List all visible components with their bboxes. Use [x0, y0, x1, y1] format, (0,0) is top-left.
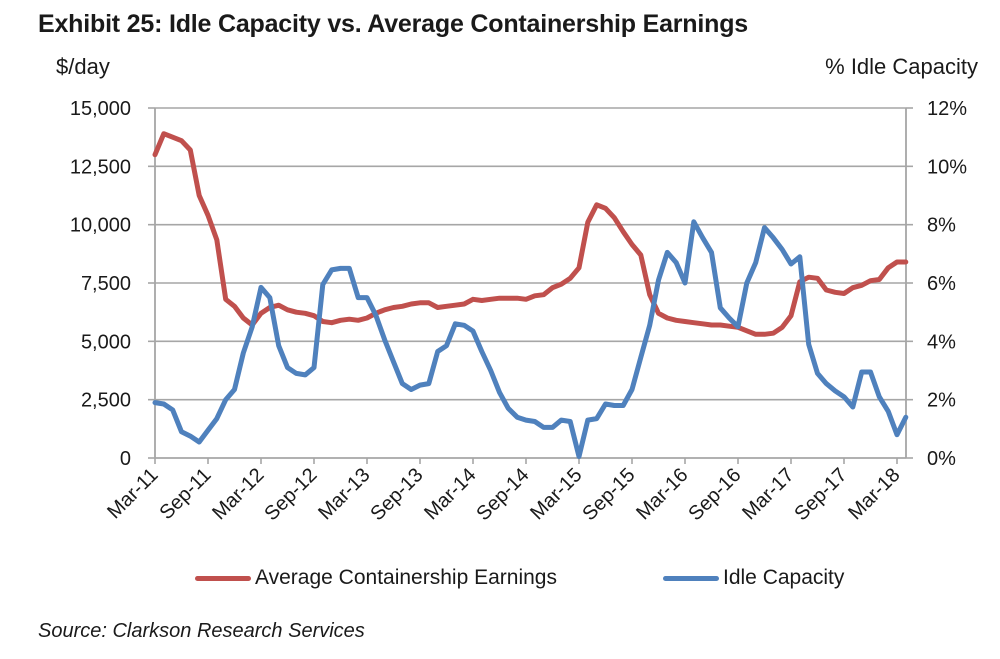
right-tick-label: 2% — [927, 390, 956, 412]
right-tick-label: 8% — [927, 215, 956, 237]
x-tick-label: Sep-15 — [578, 464, 639, 525]
right-tick-label: 6% — [927, 273, 956, 295]
x-tick-label: Mar-13 — [314, 464, 374, 524]
legend-item-earnings[interactable]: Average Containership Earnings — [195, 566, 557, 590]
series-lines — [152, 131, 909, 459]
right-tick-label: 0% — [927, 448, 956, 470]
legend-item-idle[interactable]: Idle Capacity — [663, 566, 844, 590]
x-tick-label: Sep-16 — [684, 464, 745, 525]
x-tick-label: Sep-17 — [790, 464, 851, 525]
x-tick-label: Sep-12 — [260, 464, 321, 525]
left-tick-label: 0 — [120, 448, 131, 470]
left-tick-label: 5,000 — [81, 331, 131, 353]
source-note: Source: Clarkson Research Services — [38, 620, 365, 642]
right-axis-title: % Idle Capacity — [825, 54, 978, 79]
x-tick-label: Sep-14 — [472, 464, 533, 525]
x-tick-label: Sep-11 — [155, 464, 215, 524]
x-tick-label: Mar-14 — [420, 464, 480, 524]
legend: Average Containership Earnings Idle Capa… — [0, 566, 1000, 594]
chart-title: Exhibit 25: Idle Capacity vs. Average Co… — [38, 10, 748, 38]
x-tick-label: Mar-11 — [103, 464, 162, 523]
right-tick-label: 4% — [927, 331, 956, 353]
x-tick-label: Mar-12 — [208, 464, 268, 524]
left-tick-label: 10,000 — [70, 215, 131, 237]
idle-capacity-line — [152, 219, 909, 459]
legend-swatch-idle — [663, 575, 719, 581]
legend-label-idle: Idle Capacity — [723, 566, 845, 589]
right-tick-label: 10% — [927, 156, 967, 178]
legend-swatch-earnings — [195, 575, 251, 581]
left-tick-label: 7,500 — [81, 273, 131, 295]
x-axis-ticks: Mar-11Sep-11Mar-12Sep-12Mar-13Sep-13Mar-… — [103, 458, 905, 525]
left-axis-ticks: 0 2,500 5,000 7,500 10,000 12,500 15,000 — [70, 98, 155, 470]
x-tick-label: Sep-13 — [366, 464, 427, 525]
x-tick-label: Mar-16 — [632, 464, 692, 524]
left-tick-label: 15,000 — [70, 98, 131, 120]
right-tick-label: 12% — [927, 98, 967, 120]
legend-label-earnings: Average Containership Earnings — [255, 566, 557, 589]
x-tick-label: Mar-15 — [526, 464, 586, 524]
line-chart: 0 2,500 5,000 7,500 10,000 12,500 15,000 0% 2% 4… — [70, 98, 967, 525]
left-tick-label: 2,500 — [81, 390, 131, 412]
left-axis-title: $/day — [56, 54, 110, 79]
x-tick-label: Mar-18 — [844, 464, 904, 524]
x-tick-label: Mar-17 — [738, 464, 798, 524]
gridlines — [155, 107, 906, 401]
left-tick-label: 12,500 — [70, 156, 131, 178]
right-axis-ticks: 0% 2% 4% 6% 8% 10% 12% — [906, 98, 967, 470]
earnings-line — [152, 131, 909, 337]
